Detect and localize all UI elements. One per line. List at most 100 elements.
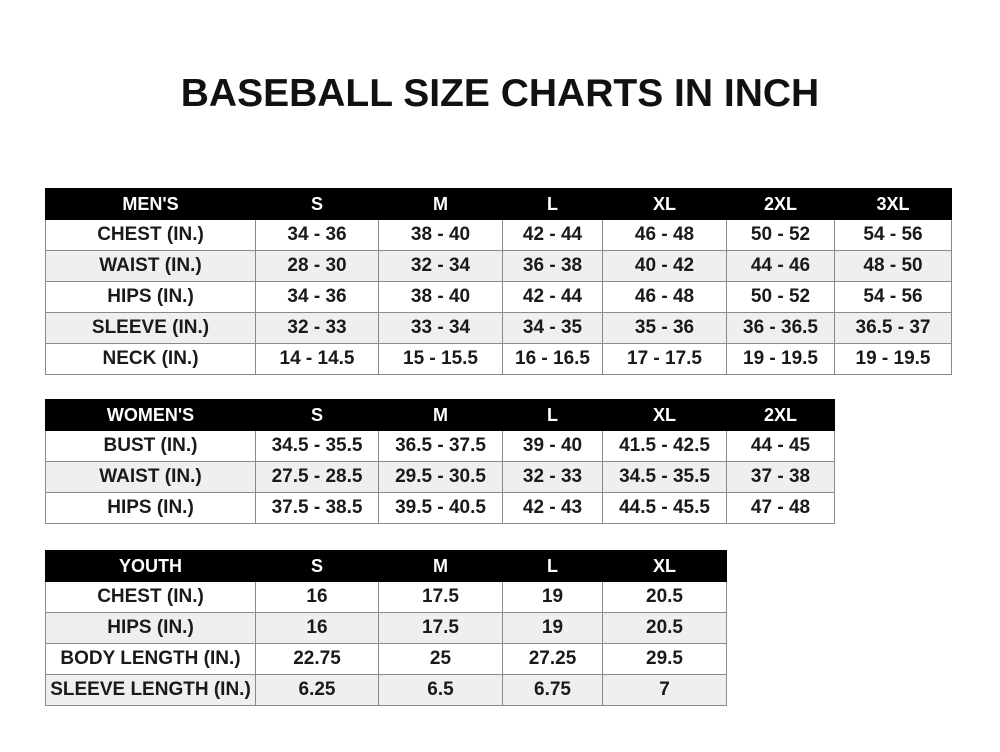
header-row: MEN'S S M L XL 2XL 3XL: [45, 188, 952, 220]
table-row: BUST (IN.) 34.5 - 35.5 36.5 - 37.5 39 - 40 4…: [45, 430, 835, 462]
measurement-cell: 27.25: [502, 643, 603, 675]
measurement-cell: 14 - 14.5: [255, 343, 379, 375]
measurement-cell: 22.75: [255, 643, 379, 675]
measurement-cell: 50 - 52: [726, 281, 835, 313]
youth-size-table: YOUTH S M L XL CHEST (IN.) 16 17.5 19 20.5 HIPS (I…: [45, 550, 727, 706]
table-row: HIPS (IN.) 34 - 36 38 - 40 42 - 44 46 - 48 50…: [45, 281, 952, 313]
measurement-cell: 16: [255, 612, 379, 644]
table-row: BODY LENGTH (IN.) 22.75 25 27.25 29.5: [45, 643, 727, 675]
measurement-label: WAIST (IN.): [45, 461, 256, 493]
measurement-label: BUST (IN.): [45, 430, 256, 462]
measurement-cell: 36.5 - 37: [834, 312, 952, 344]
measurement-cell: 29.5 - 30.5: [378, 461, 503, 493]
measurement-cell: 32 - 33: [255, 312, 379, 344]
measurement-cell: 36 - 36.5: [726, 312, 835, 344]
measurement-cell: 41.5 - 42.5: [602, 430, 727, 462]
size-header: XL: [602, 188, 727, 220]
measurement-label: CHEST (IN.): [45, 219, 256, 251]
measurement-cell: 25: [378, 643, 503, 675]
size-header: M: [378, 399, 503, 431]
table-row: CHEST (IN.) 16 17.5 19 20.5: [45, 581, 727, 613]
measurement-cell: 34 - 36: [255, 219, 379, 251]
measurement-cell: 29.5: [602, 643, 727, 675]
measurement-cell: 54 - 56: [834, 281, 952, 313]
measurement-cell: 27.5 - 28.5: [255, 461, 379, 493]
size-header: M: [378, 188, 503, 220]
measurement-cell: 6.75: [502, 674, 603, 706]
measurement-cell: 19: [502, 612, 603, 644]
table-row: HIPS (IN.) 37.5 - 38.5 39.5 - 40.5 42 - 43 4…: [45, 492, 835, 524]
measurement-cell: 42 - 44: [502, 219, 603, 251]
measurement-cell: 42 - 43: [502, 492, 603, 524]
measurement-cell: 6.25: [255, 674, 379, 706]
measurement-cell: 33 - 34: [378, 312, 503, 344]
measurement-cell: 54 - 56: [834, 219, 952, 251]
measurement-cell: 34 - 35: [502, 312, 603, 344]
men-size-table: MEN'S S M L XL 2XL 3XL CHEST (IN.) 34 - 36 38 - 4…: [45, 188, 952, 375]
measurement-cell: 19: [502, 581, 603, 613]
measurement-cell: 46 - 48: [602, 219, 727, 251]
table-row: SLEEVE (IN.) 32 - 33 33 - 34 34 - 35 35 - 36…: [45, 312, 952, 344]
women-size-table: WOMEN'S S M L XL 2XL BUST (IN.) 34.5 - 35.5 36.5…: [45, 399, 835, 524]
table-row: CHEST (IN.) 34 - 36 38 - 40 42 - 44 46 - 48 5…: [45, 219, 952, 251]
measurement-cell: 38 - 40: [378, 219, 503, 251]
measurement-cell: 48 - 50: [834, 250, 952, 282]
size-header: S: [255, 399, 379, 431]
measurement-cell: 6.5: [378, 674, 503, 706]
measurement-cell: 20.5: [602, 612, 727, 644]
measurement-cell: 44 - 46: [726, 250, 835, 282]
measurement-cell: 39 - 40: [502, 430, 603, 462]
size-header: S: [255, 188, 379, 220]
table-row: WAIST (IN.) 28 - 30 32 - 34 36 - 38 40 - 42 4…: [45, 250, 952, 282]
measurement-label: SLEEVE LENGTH (IN.): [45, 674, 256, 706]
measurement-label: HIPS (IN.): [45, 281, 256, 313]
measurement-cell: 44 - 45: [726, 430, 835, 462]
measurement-cell: 28 - 30: [255, 250, 379, 282]
measurement-cell: 7: [602, 674, 727, 706]
size-header: L: [502, 399, 603, 431]
measurement-cell: 19 - 19.5: [834, 343, 952, 375]
size-header: M: [378, 550, 503, 582]
header-row: YOUTH S M L XL: [45, 550, 727, 582]
measurement-cell: 37 - 38: [726, 461, 835, 493]
category-header: YOUTH: [45, 550, 256, 582]
measurement-label: HIPS (IN.): [45, 492, 256, 524]
measurement-cell: 44.5 - 45.5: [602, 492, 727, 524]
measurement-cell: 17 - 17.5: [602, 343, 727, 375]
size-header: L: [502, 550, 603, 582]
measurement-cell: 46 - 48: [602, 281, 727, 313]
measurement-cell: 47 - 48: [726, 492, 835, 524]
measurement-cell: 17.5: [378, 612, 503, 644]
size-header: 3XL: [834, 188, 952, 220]
measurement-cell: 36.5 - 37.5: [378, 430, 503, 462]
measurement-cell: 20.5: [602, 581, 727, 613]
measurement-label: CHEST (IN.): [45, 581, 256, 613]
category-header: MEN'S: [45, 188, 256, 220]
measurement-cell: 50 - 52: [726, 219, 835, 251]
size-header: 2XL: [726, 188, 835, 220]
measurement-label: BODY LENGTH (IN.): [45, 643, 256, 675]
size-header: S: [255, 550, 379, 582]
measurement-cell: 37.5 - 38.5: [255, 492, 379, 524]
measurement-cell: 40 - 42: [602, 250, 727, 282]
size-header: XL: [602, 550, 727, 582]
measurement-cell: 38 - 40: [378, 281, 503, 313]
measurement-label: SLEEVE (IN.): [45, 312, 256, 344]
measurement-label: HIPS (IN.): [45, 612, 256, 644]
page-title: BASEBALL SIZE CHARTS IN INCH: [180, 72, 820, 115]
measurement-cell: 16: [255, 581, 379, 613]
measurement-cell: 35 - 36: [602, 312, 727, 344]
category-header: WOMEN'S: [45, 399, 256, 431]
measurement-label: NECK (IN.): [45, 343, 256, 375]
header-row: WOMEN'S S M L XL 2XL: [45, 399, 835, 431]
size-header: L: [502, 188, 603, 220]
table-row: HIPS (IN.) 16 17.5 19 20.5: [45, 612, 727, 644]
size-header: 2XL: [726, 399, 835, 431]
measurement-cell: 17.5: [378, 581, 503, 613]
measurement-cell: 19 - 19.5: [726, 343, 835, 375]
measurement-cell: 39.5 - 40.5: [378, 492, 503, 524]
size-header: XL: [602, 399, 727, 431]
measurement-cell: 42 - 44: [502, 281, 603, 313]
measurement-cell: 34.5 - 35.5: [255, 430, 379, 462]
table-row: WAIST (IN.) 27.5 - 28.5 29.5 - 30.5 32 - 33…: [45, 461, 835, 493]
